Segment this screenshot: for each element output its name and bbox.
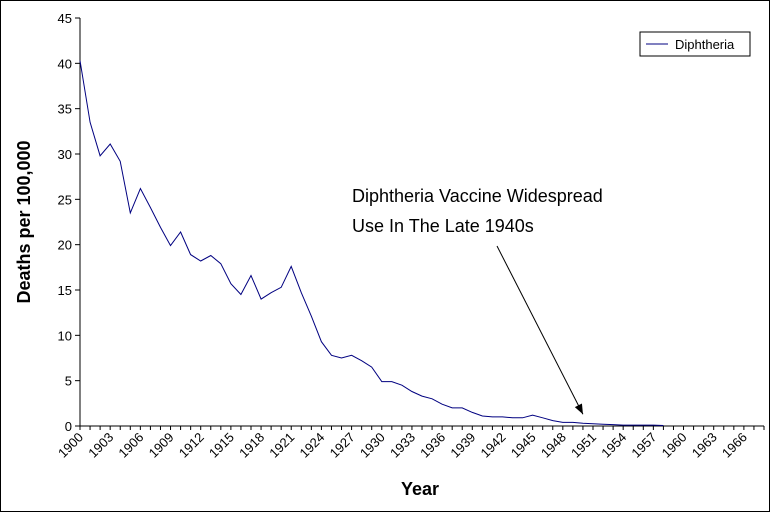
- x-tick-label: 1909: [146, 430, 177, 461]
- x-tick-label: 1915: [206, 430, 237, 461]
- x-tick-label: 1966: [719, 430, 750, 461]
- x-tick-label: 1918: [236, 430, 267, 461]
- x-tick-label: 1927: [327, 430, 358, 461]
- y-tick-label: 35: [58, 102, 72, 117]
- annotation-arrow: [496, 245, 584, 415]
- x-axis-ticks: 1900 1903 1906 1909 1912 1915 1918 1921 1924 1927…: [55, 426, 765, 461]
- y-tick-label: 45: [58, 11, 72, 26]
- y-tick-label: 15: [58, 283, 72, 298]
- annotation-line-1: Diphtheria Vaccine Widespread: [352, 186, 603, 206]
- annotation: Diphtheria Vaccine Widespread Use In The…: [352, 186, 603, 415]
- x-tick-label: 1945: [508, 430, 539, 461]
- legend: Diphtheria: [639, 31, 751, 57]
- x-tick-label: 1906: [115, 430, 146, 461]
- x-tick-label: 1951: [568, 430, 599, 461]
- x-tick-label: 1960: [659, 430, 690, 461]
- annotation-arrowhead: [574, 403, 583, 415]
- x-tick-label: 1900: [55, 430, 86, 461]
- y-axis-title: Deaths per 100,000: [14, 140, 34, 303]
- series-line-diphtheria: [79, 60, 664, 426]
- x-tick-label: 1939: [447, 430, 478, 461]
- y-tick-label: 30: [58, 147, 72, 162]
- y-tick-label: 25: [58, 192, 72, 207]
- y-tick-label: 5: [65, 374, 72, 389]
- legend-label: Diphtheria: [675, 37, 735, 52]
- x-tick-label: 1903: [85, 430, 116, 461]
- y-tick-label: 10: [58, 328, 72, 343]
- x-tick-label: 1933: [387, 430, 418, 461]
- x-axis-title: Year: [401, 479, 439, 499]
- x-tick-label: 1921: [266, 430, 297, 461]
- x-tick-label: 1924: [296, 430, 327, 461]
- y-tick-label: 0: [65, 419, 72, 434]
- x-tick-label: 1912: [176, 430, 207, 461]
- x-tick-label: 1954: [598, 430, 629, 461]
- x-tick-label: 1948: [538, 430, 569, 461]
- x-tick-label: 1963: [689, 430, 720, 461]
- x-tick-label: 1930: [357, 430, 388, 461]
- series-layer: [79, 60, 664, 426]
- y-axis-ticks: 0 5 10 15 20 25 30 35 40 45: [58, 11, 80, 434]
- x-tick-label: 1936: [417, 430, 448, 461]
- annotation-line-2: Use In The Late 1940s: [352, 216, 534, 236]
- y-tick-label: 20: [58, 238, 72, 253]
- x-tick-label: 1957: [628, 430, 659, 461]
- x-tick-label: 1942: [478, 430, 509, 461]
- y-tick-label: 40: [58, 56, 72, 71]
